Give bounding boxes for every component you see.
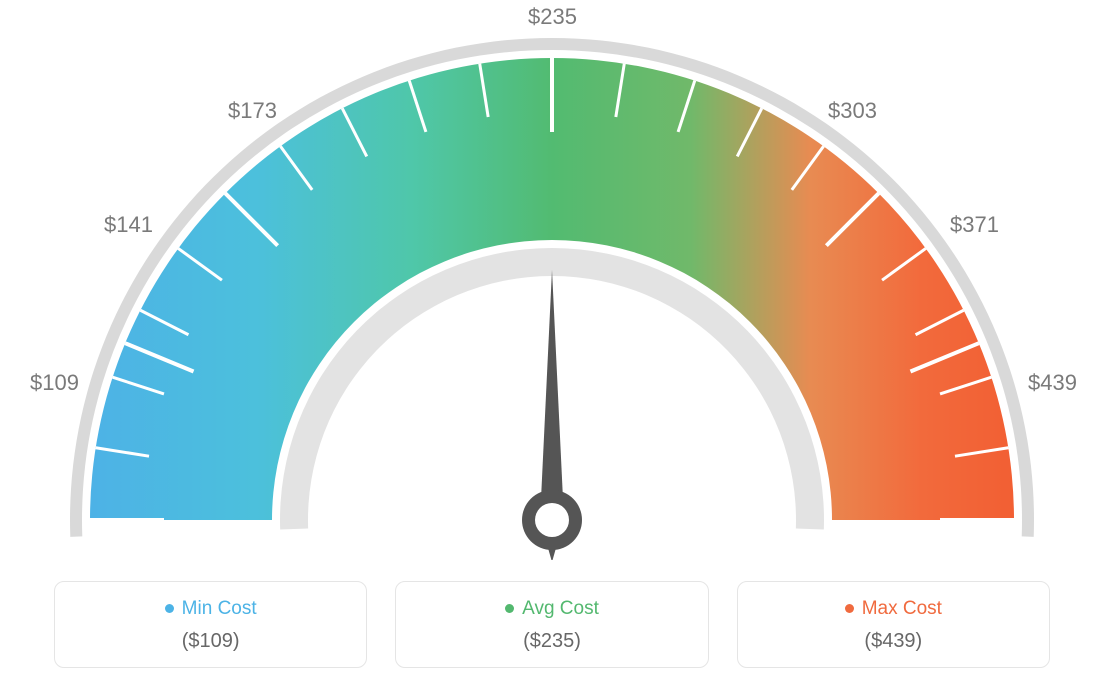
- tick-label: $235: [528, 4, 577, 30]
- max-cost-label-text: Max Cost: [862, 598, 942, 619]
- max-cost-label: Max Cost: [738, 598, 1049, 620]
- gauge: $109 $141 $173 $235 $303 $371 $439: [0, 0, 1104, 560]
- min-cost-label: Min Cost: [55, 598, 366, 620]
- tick-label: $439: [1028, 370, 1077, 396]
- avg-cost-label-text: Avg Cost: [522, 598, 599, 619]
- tick-label: $371: [950, 212, 999, 238]
- dot-icon: [505, 604, 514, 613]
- tick-label: $303: [828, 98, 877, 124]
- min-cost-label-text: Min Cost: [182, 598, 257, 619]
- dot-icon: [165, 604, 174, 613]
- tick-label: $173: [228, 98, 277, 124]
- summary-cards: Min Cost ($109) Avg Cost ($235) Max Cost…: [0, 581, 1104, 668]
- chart-container: $109 $141 $173 $235 $303 $371 $439 Min Cost ($…: [0, 0, 1104, 690]
- tick-label: $141: [104, 212, 153, 238]
- max-cost-value: ($439): [738, 630, 1049, 653]
- tick-label: $109: [30, 370, 79, 396]
- avg-cost-label: Avg Cost: [396, 598, 707, 620]
- min-cost-value: ($109): [55, 630, 366, 653]
- min-cost-card: Min Cost ($109): [54, 581, 367, 668]
- avg-cost-card: Avg Cost ($235): [395, 581, 708, 668]
- avg-cost-value: ($235): [396, 630, 707, 653]
- dot-icon: [845, 604, 854, 613]
- max-cost-card: Max Cost ($439): [737, 581, 1050, 668]
